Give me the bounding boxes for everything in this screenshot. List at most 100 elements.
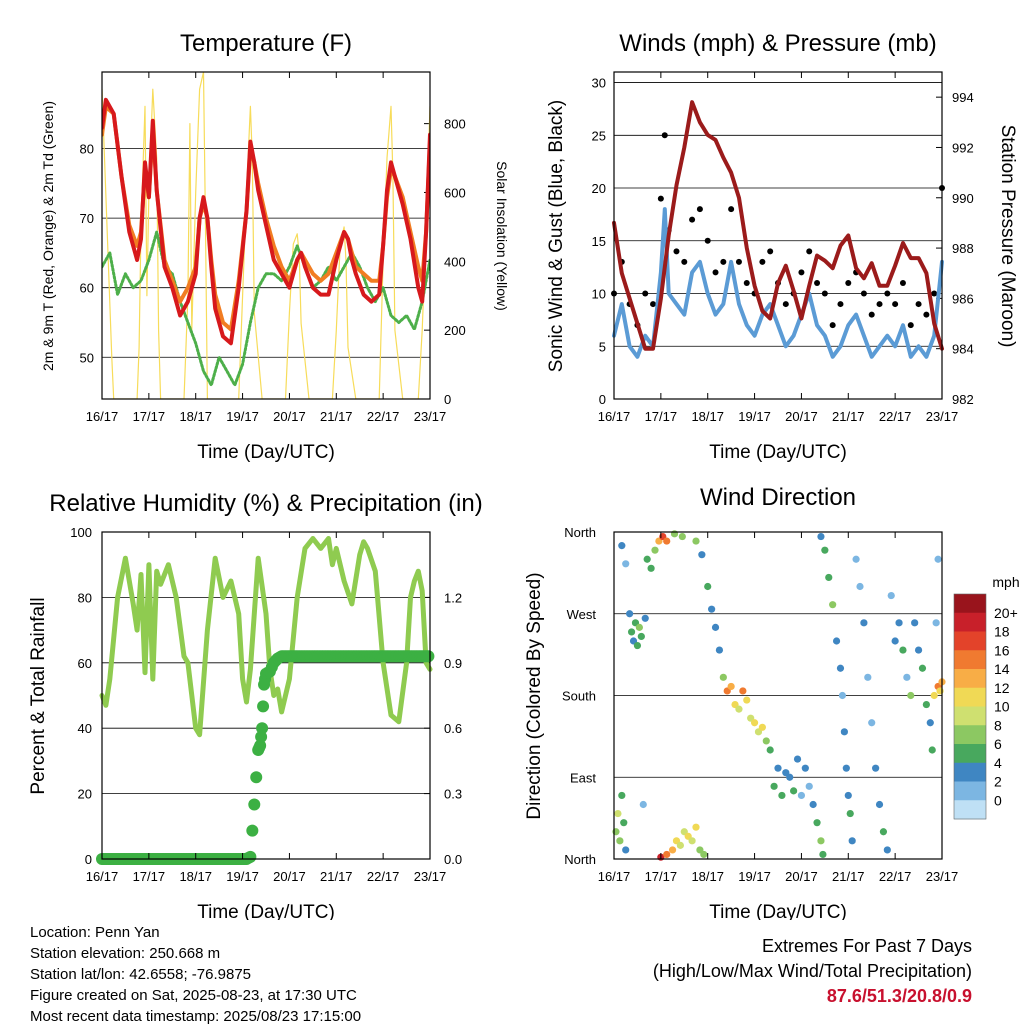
direction-point xyxy=(907,691,915,700)
gust-point xyxy=(642,290,649,297)
gust-point xyxy=(696,206,703,213)
x-tick-label: 20/17 xyxy=(273,409,306,424)
y-tick-label-right: 0.9 xyxy=(444,656,462,671)
direction-point xyxy=(635,623,643,631)
colorbar-swatch xyxy=(954,744,986,764)
direction-point xyxy=(801,764,809,772)
gust-point xyxy=(907,322,914,329)
x-tick-label: 19/17 xyxy=(738,409,771,424)
y-tick-label: 10 xyxy=(592,287,606,302)
temperature-ylabel: 2m & 9m T (Red, Orange) & 2m Td (Green) xyxy=(40,101,56,371)
gust-point xyxy=(923,311,930,318)
direction-point xyxy=(739,687,747,695)
gust-point xyxy=(767,248,774,255)
precip-point xyxy=(422,650,435,663)
x-tick-label: 16/17 xyxy=(598,409,631,424)
direction-point xyxy=(887,591,895,600)
y-tick-label-right: 600 xyxy=(444,185,466,200)
wind-line xyxy=(612,207,944,359)
x-tick-label: 21/17 xyxy=(320,869,353,884)
colorbar-label: 10 xyxy=(994,699,1010,715)
extremes-values: 87.6/51.3/20.8/0.9 xyxy=(826,986,972,1006)
x-tick-label: 16/17 xyxy=(86,869,119,884)
gust-point xyxy=(728,206,735,213)
precip-point xyxy=(244,850,257,863)
y-tick-label: 80 xyxy=(78,590,92,605)
direction-point xyxy=(852,555,860,563)
gust-point xyxy=(931,290,938,297)
x-tick-label: 19/17 xyxy=(738,869,771,884)
direction-point xyxy=(626,610,634,618)
plot-border xyxy=(101,531,431,860)
dewpoint-line xyxy=(102,230,430,387)
direction-point xyxy=(618,542,626,550)
direction-point xyxy=(860,619,868,627)
gust-point xyxy=(689,216,696,223)
y-tick-label-right: 800 xyxy=(444,117,466,132)
gust-point xyxy=(915,301,922,308)
direction-point xyxy=(622,560,630,568)
precip-point xyxy=(257,700,270,713)
gust-point xyxy=(845,279,852,286)
direction-point xyxy=(715,646,724,654)
direction-point xyxy=(651,546,659,554)
x-tick-label: 20/17 xyxy=(273,869,306,884)
y-tick-label: 100 xyxy=(70,525,92,540)
colorbar-swatch xyxy=(954,687,986,707)
gust-point xyxy=(899,279,906,286)
x-tick-label: 17/17 xyxy=(133,869,166,884)
x-tick-label: 16/17 xyxy=(86,409,119,424)
x-tick-label: 19/17 xyxy=(226,869,259,884)
direction-point xyxy=(797,791,806,800)
colorbar-title: mph xyxy=(992,574,1019,590)
gust-point xyxy=(860,290,867,297)
direction-point xyxy=(639,800,647,809)
direction-point xyxy=(809,800,817,809)
direction-point xyxy=(821,546,829,554)
data-timestamp: Most recent data timestamp: 2025/08/23 1… xyxy=(30,1008,362,1025)
colorbar-border xyxy=(953,593,987,820)
direction-point xyxy=(676,841,684,849)
x-tick-label: 18/17 xyxy=(179,869,212,884)
winds-panel: Winds (mph) & Pressure (mb) Time (Day/UT… xyxy=(546,30,1018,463)
humidity-panel: Relative Humidity (%) & Precipitation (i… xyxy=(28,490,483,920)
direction-point xyxy=(932,619,940,627)
direction-point xyxy=(930,691,938,700)
y-tick-label: 60 xyxy=(80,281,94,296)
temp-2m-line xyxy=(102,97,430,346)
colorbar-swatch xyxy=(954,706,986,726)
direction-point xyxy=(700,850,708,859)
gust-point xyxy=(704,237,711,244)
y-tick-label-right: 0 xyxy=(444,392,451,407)
gust-point xyxy=(735,258,742,265)
x-tick-label: 23/17 xyxy=(926,409,959,424)
gust-point xyxy=(868,311,875,318)
x-tick-label: 22/17 xyxy=(367,409,400,424)
precip-point xyxy=(254,739,267,752)
x-tick-label: 18/17 xyxy=(691,869,724,884)
extremes-subtitle: (High/Low/Max Wind/Total Precipitation) xyxy=(652,961,972,981)
direction-point xyxy=(844,791,852,800)
y-tick-label: 50 xyxy=(80,350,94,365)
humidity-xlabel: Time (Day/UTC) xyxy=(197,902,335,920)
y-tick-label: East xyxy=(570,770,596,785)
x-tick-label: 22/17 xyxy=(367,869,400,884)
precip-point xyxy=(250,771,263,784)
direction-point xyxy=(704,582,712,591)
colorbar-label: 14 xyxy=(994,661,1010,677)
colorbar-label: 12 xyxy=(994,680,1010,696)
direction-point xyxy=(663,537,671,545)
y-tick-label: 20 xyxy=(592,181,606,196)
direction-point xyxy=(819,850,827,859)
direction-point xyxy=(616,837,624,845)
colorbar-swatch xyxy=(954,594,986,614)
direction-point xyxy=(846,809,854,818)
direction-point xyxy=(872,764,880,772)
direction-point xyxy=(832,637,841,645)
wind-direction-ylabel: Direction (Colored By Speed) xyxy=(524,572,545,819)
direction-point xyxy=(926,719,934,727)
gust-point xyxy=(782,301,789,308)
pressure-ylabel: Station Pressure (Maroon) xyxy=(997,125,1018,348)
direction-point xyxy=(708,605,716,613)
direction-point xyxy=(903,673,911,681)
